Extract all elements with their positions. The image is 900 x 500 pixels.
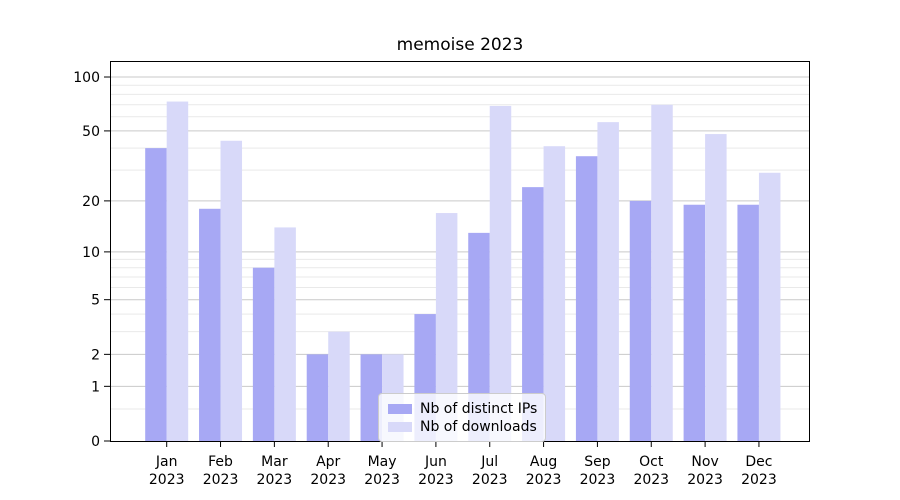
- x-tick-label-feb: Feb 2023: [203, 454, 239, 488]
- bar-downloads-oct: [651, 104, 673, 441]
- bar-downloads-nov: [705, 134, 727, 441]
- y-tick-label: 10: [82, 245, 100, 261]
- legend-item-distinct-ips: Nb of distinct IPs: [388, 400, 538, 417]
- legend-item-downloads: Nb of downloads: [388, 418, 537, 435]
- y-tick-label: 5: [91, 293, 100, 309]
- bar-downloads-jan: [166, 101, 189, 441]
- bar-downloads-mar: [274, 227, 296, 441]
- legend-swatch-downloads: [388, 421, 412, 432]
- x-tick-label-jan: Jan 2023: [149, 454, 185, 488]
- bar-distinct-ips-may: [360, 354, 383, 441]
- x-tick-label-oct: Oct 2023: [633, 454, 669, 488]
- x-tick-label-jul: Jul 2023: [472, 454, 508, 488]
- x-tick-label-aug: Aug 2023: [526, 454, 562, 488]
- bar-distinct-ips-aug: [522, 187, 544, 441]
- bar-downloads-aug: [543, 146, 566, 441]
- bar-downloads-dec: [758, 172, 781, 442]
- chart-title: memoise 2023: [396, 35, 524, 55]
- y-tick-label: 20: [82, 194, 100, 210]
- bar-downloads-apr: [328, 331, 350, 441]
- legend-label-downloads: Nb of downloads: [420, 418, 537, 435]
- legend-label-distinct-ips: Nb of distinct IPs: [420, 400, 538, 417]
- x-tick-label-apr: Apr 2023: [310, 454, 346, 488]
- legend: Nb of distinct IPs Nb of downloads: [378, 393, 546, 442]
- bar-distinct-ips-jan: [145, 148, 167, 441]
- y-tick-label: 50: [82, 124, 100, 140]
- bar-distinct-ips-jul: [468, 232, 490, 441]
- x-tick-label-may: May 2023: [364, 454, 400, 488]
- x-tick-label-mar: Mar 2023: [257, 454, 293, 488]
- bar-distinct-ips-mar: [252, 267, 275, 441]
- y-tick-label: 2: [91, 347, 100, 363]
- x-tick-label-jun: Jun 2023: [418, 454, 454, 488]
- x-tick-label-sep: Sep 2023: [580, 454, 616, 488]
- bar-downloads-jul: [489, 105, 512, 441]
- bar-distinct-ips-sep: [575, 156, 598, 441]
- bar-distinct-ips-apr: [306, 354, 329, 441]
- bar-distinct-ips-oct: [629, 200, 652, 441]
- y-tick-label: 1: [91, 379, 100, 395]
- x-tick-label-dec: Dec 2023: [741, 454, 777, 488]
- y-tick-label: 0: [91, 434, 100, 450]
- bar-downloads-sep: [597, 122, 619, 442]
- bar-distinct-ips-nov: [683, 204, 706, 441]
- bar-distinct-ips-dec: [737, 204, 759, 441]
- legend-swatch-distinct-ips: [388, 403, 412, 414]
- y-tick-label: 100: [73, 70, 100, 86]
- bar-downloads-feb: [220, 140, 243, 441]
- x-tick-label-nov: Nov 2023: [687, 454, 723, 488]
- bar-downloads-jun: [435, 213, 458, 441]
- bar-distinct-ips-feb: [199, 208, 221, 441]
